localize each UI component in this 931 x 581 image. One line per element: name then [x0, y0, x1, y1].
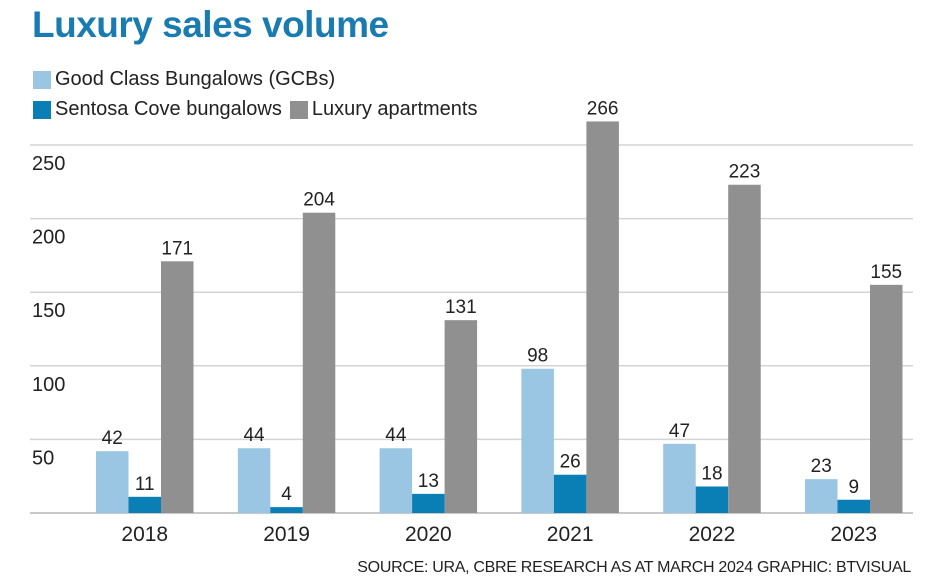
- bar-luxury-2018: [161, 261, 194, 513]
- data-label: 204: [303, 190, 335, 211]
- data-label: 18: [701, 464, 722, 485]
- y-tick-label: 100: [32, 374, 65, 396]
- data-label: 11: [135, 474, 155, 495]
- x-tick-label: 2023: [830, 523, 877, 546]
- data-label: 42: [102, 428, 123, 449]
- bar-good-2021: [521, 368, 554, 513]
- data-label: 44: [385, 425, 407, 446]
- data-label: 44: [243, 425, 265, 446]
- data-label: 98: [527, 346, 548, 367]
- legend-swatch-sentosa: [33, 100, 51, 119]
- bar-luxury-2021: [586, 121, 619, 513]
- legend-label-sentosa: Sentosa Cove bungalows: [55, 98, 282, 120]
- bar-sentosa-2022: [695, 486, 729, 513]
- bar-good-2022: [663, 443, 696, 513]
- data-label: 131: [445, 297, 477, 318]
- legend-label-gcb: Good Class Bungalows (GCBs): [55, 68, 336, 90]
- bar-sentosa-2021: [553, 474, 587, 513]
- data-label: 13: [418, 471, 439, 492]
- data-label: 266: [587, 98, 619, 119]
- y-tick-label: 200: [32, 227, 65, 249]
- data-label: 47: [669, 421, 690, 442]
- bar-good-2018: [96, 451, 129, 513]
- chart-title: Luxury sales volume: [32, 4, 389, 45]
- x-tick-label: 2018: [121, 523, 168, 546]
- legend-swatch-luxury: [289, 100, 308, 119]
- legend-item-luxury: Luxury apartments: [289, 98, 478, 121]
- x-tick-label: 2022: [689, 523, 736, 546]
- bar-luxury-2022: [728, 184, 761, 513]
- bar-sentosa-2023: [837, 499, 870, 513]
- legend-item-gcb: Good Class Bungalows (GCBs): [33, 68, 335, 91]
- bar-good-2019: [237, 448, 271, 513]
- x-tick-label: 2019: [263, 523, 310, 546]
- source-note: SOURCE: URA, CBRE RESEARCH AS AT MARCH 2…: [357, 559, 911, 576]
- bar-good-2020: [379, 448, 413, 513]
- data-label: 26: [560, 452, 581, 473]
- y-tick-label: 150: [32, 300, 65, 322]
- legend-label-luxury: Luxury apartments: [311, 98, 478, 120]
- bar-sentosa-2020: [412, 493, 445, 513]
- y-tick-label: 250: [32, 153, 65, 175]
- x-tick-label: 2021: [547, 523, 594, 546]
- legend-item-sentosa: Sentosa Cove bungalows: [33, 98, 282, 121]
- y-tick-label: 50: [32, 447, 54, 469]
- data-label: 223: [729, 162, 761, 183]
- data-label: 171: [161, 238, 193, 259]
- x-tick-label: 2020: [405, 523, 452, 546]
- data-label: 9: [848, 477, 859, 498]
- bar-sentosa-2019: [270, 507, 303, 513]
- bar-luxury-2023: [870, 284, 903, 513]
- data-label: 23: [811, 456, 832, 477]
- legend: Good Class Bungalows (GCBs): [33, 68, 343, 91]
- bar-sentosa-2018: [128, 496, 161, 513]
- data-label: 155: [870, 262, 902, 283]
- bar-good-2023: [805, 479, 838, 513]
- bar-luxury-2019: [302, 212, 336, 513]
- legend-swatch-gcb: [33, 70, 51, 89]
- data-label: 4: [281, 484, 292, 505]
- legend-row-2: Sentosa Cove bungalows Luxury apartments: [33, 98, 485, 121]
- bar-luxury-2020: [444, 320, 478, 513]
